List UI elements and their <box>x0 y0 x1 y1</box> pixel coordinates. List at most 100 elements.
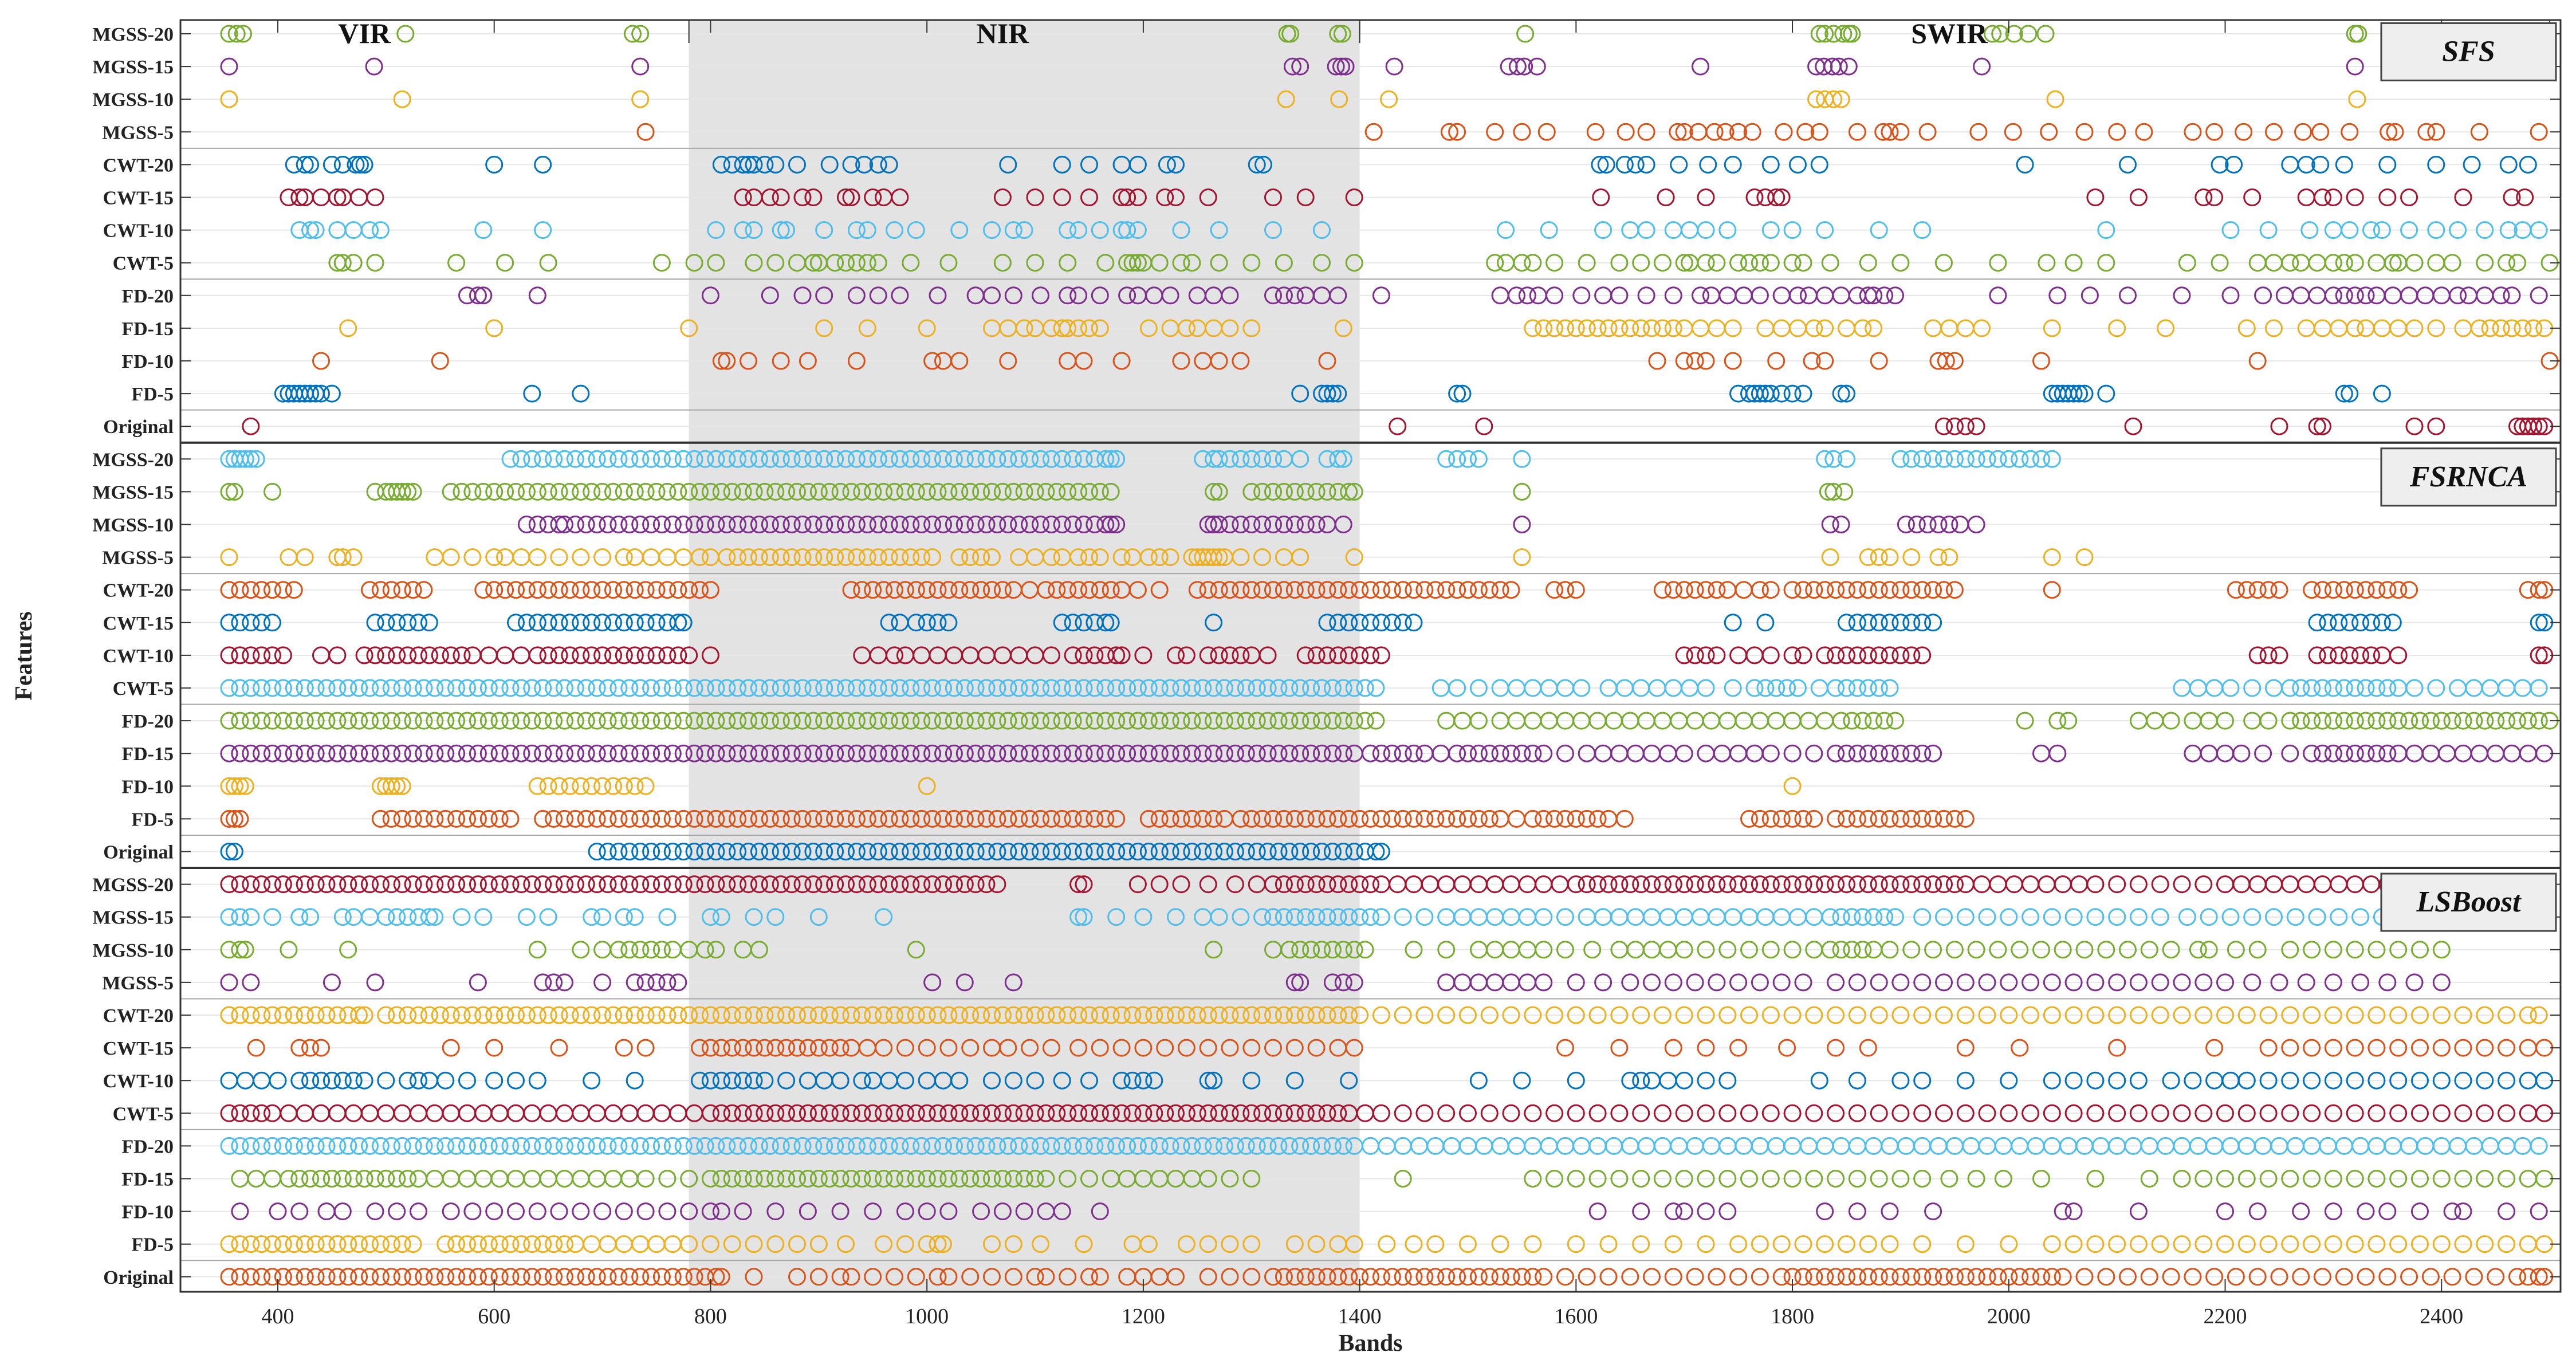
data-point <box>820 1104 839 1122</box>
data-point <box>242 744 260 762</box>
data-point <box>1004 973 1022 992</box>
data-point <box>1588 1202 1607 1221</box>
data-point <box>934 1235 952 1253</box>
data-point <box>685 450 703 468</box>
data-point <box>1004 1170 1022 1188</box>
data-point <box>382 875 400 894</box>
data-point <box>1935 875 1953 894</box>
data-point <box>561 581 579 599</box>
data-point <box>2530 123 2548 141</box>
data-point <box>317 711 336 730</box>
data-point <box>1913 646 1932 665</box>
data-point <box>1307 908 1326 926</box>
data-point <box>782 548 801 567</box>
row-label: CWT-20 <box>103 1005 174 1027</box>
data-point <box>1675 123 1693 141</box>
data-point <box>528 1202 546 1221</box>
data-point <box>2378 1268 2397 1286</box>
data-point <box>447 1268 466 1286</box>
data-point <box>658 482 677 501</box>
data-point <box>1177 1006 1195 1024</box>
data-point <box>1937 352 1955 370</box>
data-point <box>756 1039 774 1057</box>
data-point <box>333 254 352 272</box>
data-point <box>1524 1235 1542 1253</box>
data-point <box>1588 319 1607 337</box>
data-point <box>2173 1006 2191 1024</box>
data-point <box>242 711 260 730</box>
data-point <box>2086 1006 2105 1024</box>
data-point <box>718 809 736 828</box>
data-point <box>296 1268 314 1286</box>
data-point <box>264 581 281 599</box>
data-point <box>615 482 633 501</box>
data-point <box>983 548 1001 567</box>
data-point <box>999 450 1017 468</box>
data-point <box>1664 581 1682 599</box>
data-point <box>1075 450 1093 468</box>
data-point <box>1913 614 1932 632</box>
data-point <box>891 875 909 894</box>
data-point <box>1323 384 1342 403</box>
data-point <box>750 711 768 730</box>
data-point <box>1675 254 1693 272</box>
data-point <box>663 450 682 468</box>
data-point <box>2476 1006 2494 1024</box>
data-point <box>1497 221 1515 239</box>
data-point <box>2205 123 2224 141</box>
data-point <box>1772 188 1791 206</box>
data-point <box>1167 908 1185 926</box>
data-point <box>663 1268 682 1286</box>
data-point <box>1280 941 1299 959</box>
data-point <box>2043 581 2061 599</box>
data-point <box>837 188 855 206</box>
data-point <box>847 221 866 239</box>
data-point <box>2454 1039 2472 1057</box>
data-point <box>290 1039 309 1057</box>
panel-title-box <box>2380 22 2557 81</box>
data-point <box>869 875 887 894</box>
data-point <box>961 581 980 599</box>
data-point <box>1329 614 1347 632</box>
data-point <box>333 155 352 174</box>
data-point <box>1956 908 1975 926</box>
data-point <box>772 711 790 730</box>
data-point <box>734 155 752 174</box>
data-point <box>1756 614 1775 632</box>
data-point <box>1913 1104 1932 1122</box>
data-point <box>1318 581 1336 599</box>
data-point <box>2308 417 2326 435</box>
data-point <box>1021 1137 1039 1155</box>
data-point <box>891 188 909 206</box>
data-point <box>2405 417 2424 435</box>
data-point <box>961 482 980 501</box>
data-point <box>234 25 252 43</box>
data-point <box>1967 516 1985 533</box>
data-point <box>701 646 719 665</box>
data-point <box>2503 319 2521 337</box>
data-point <box>2129 1071 2148 1090</box>
data-point <box>1329 450 1347 468</box>
data-point <box>1226 679 1244 697</box>
data-point <box>2259 581 2278 599</box>
data-point <box>469 744 487 762</box>
data-point <box>301 1071 320 1090</box>
data-point <box>766 482 785 501</box>
data-point <box>2281 1039 2299 1057</box>
data-point <box>1697 352 1715 370</box>
data-point <box>2097 941 2115 959</box>
data-point <box>2367 711 2386 730</box>
data-point <box>1956 1268 1975 1286</box>
data-point <box>1264 482 1282 501</box>
data-point <box>1313 843 1331 860</box>
data-point <box>436 809 455 828</box>
data-point <box>1729 1268 1748 1286</box>
data-point <box>426 1137 444 1155</box>
data-point <box>891 843 909 860</box>
data-point <box>1810 123 1828 141</box>
data-point <box>1902 809 1921 828</box>
data-point <box>1053 1202 1071 1221</box>
data-point <box>534 450 552 468</box>
data-point <box>1832 516 1850 533</box>
data-point <box>426 875 444 894</box>
